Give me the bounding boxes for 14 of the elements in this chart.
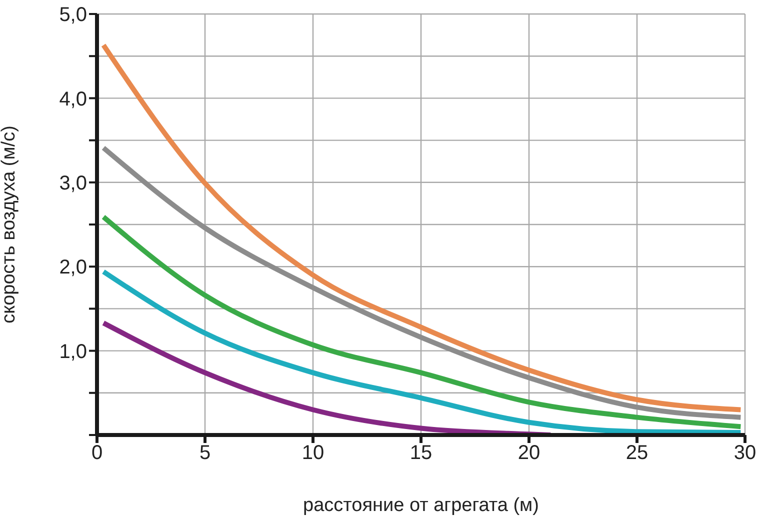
x-tick-label: 0 — [91, 442, 103, 464]
x-tick-label: 15 — [410, 442, 432, 464]
x-tick-label: 20 — [518, 442, 540, 464]
x-tick-label: 5 — [199, 442, 211, 464]
x-tick-label: 10 — [302, 442, 324, 464]
x-tick-label: 30 — [734, 442, 756, 464]
y-tick-label: 3,0 — [59, 172, 87, 194]
x-tick-label: 25 — [626, 442, 648, 464]
y-tick-label: 2,0 — [59, 256, 87, 279]
y-tick-label: 5,0 — [59, 4, 87, 26]
x-axis-title: расстояние от агрегата (м) — [303, 495, 539, 516]
y-axis-title: скорость воздуха (м/с) — [0, 126, 20, 324]
y-tick-label: 4,0 — [59, 88, 87, 110]
y-tick-label: 1,0 — [59, 340, 87, 363]
